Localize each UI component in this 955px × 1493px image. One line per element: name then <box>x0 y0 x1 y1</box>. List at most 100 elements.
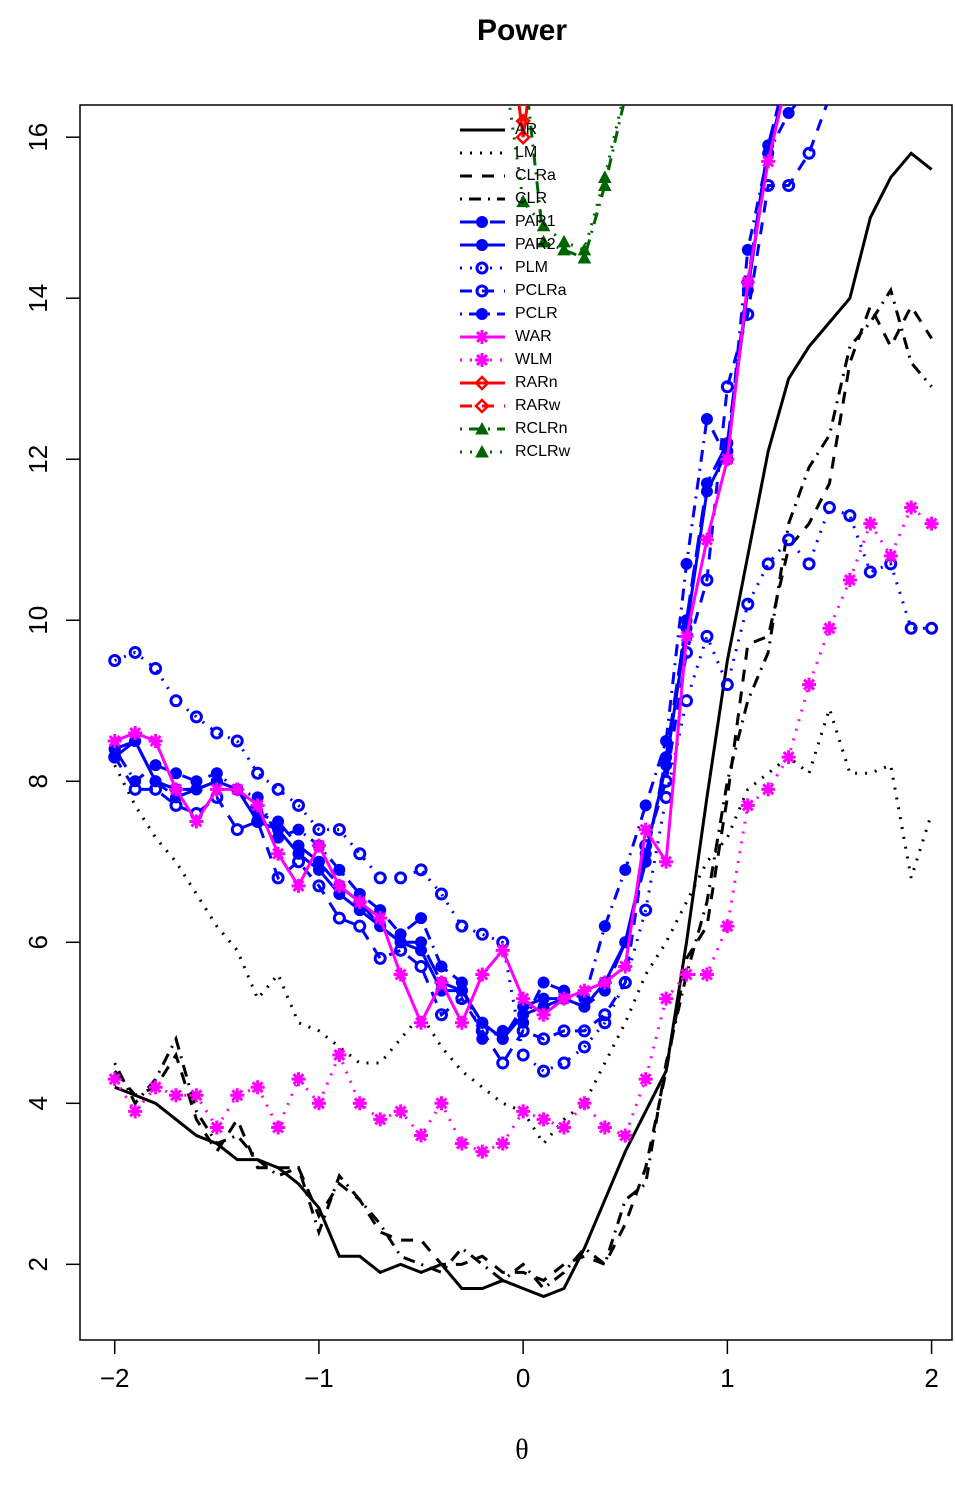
point <box>497 51 509 62</box>
legend-label: WAR <box>515 328 552 345</box>
point <box>660 735 673 748</box>
point <box>516 991 531 1006</box>
point <box>842 573 857 587</box>
point <box>189 710 203 724</box>
point <box>230 823 244 837</box>
y-tick-label: 4 <box>23 1096 53 1110</box>
point <box>822 501 836 515</box>
x-tick-label: 2 <box>924 1363 938 1393</box>
point <box>149 759 162 772</box>
point <box>659 774 673 788</box>
point <box>292 823 305 836</box>
point <box>517 1016 530 1029</box>
point <box>373 911 388 926</box>
legend-marker <box>476 239 488 251</box>
point <box>536 234 551 248</box>
plot-box <box>79 104 953 1341</box>
point <box>394 928 407 941</box>
point <box>292 855 306 869</box>
point <box>537 976 550 989</box>
point <box>311 1096 326 1111</box>
point <box>782 533 796 547</box>
point <box>373 871 387 885</box>
point <box>434 1096 449 1111</box>
point <box>271 846 286 861</box>
point <box>822 621 837 636</box>
point <box>883 548 898 563</box>
point <box>659 854 674 869</box>
point <box>129 775 142 788</box>
legend-label: PAR2 <box>515 236 556 253</box>
point <box>740 798 755 813</box>
x-tick-label: −2 <box>100 1363 130 1393</box>
point <box>700 629 714 643</box>
series-line <box>113 302 933 1283</box>
point <box>761 154 776 169</box>
point <box>782 179 796 193</box>
point <box>414 863 428 877</box>
point <box>435 960 448 973</box>
point <box>741 597 755 611</box>
legend-label: RCLRw <box>515 443 571 460</box>
x-axis-label: θ <box>515 1434 528 1465</box>
point <box>556 1120 571 1135</box>
point <box>557 242 571 256</box>
legend-marker <box>475 284 489 298</box>
point <box>598 1008 612 1022</box>
point <box>148 734 163 749</box>
legend-marker <box>476 216 488 228</box>
point <box>802 9 816 23</box>
point <box>128 1104 143 1119</box>
point <box>782 107 795 120</box>
y-tick-label: 10 <box>23 606 53 635</box>
point <box>904 621 918 635</box>
series-line <box>113 105 829 1066</box>
point <box>700 412 713 425</box>
point <box>312 863 325 876</box>
point <box>332 823 346 837</box>
point <box>639 799 652 812</box>
point <box>720 452 735 467</box>
point <box>393 1104 408 1119</box>
point <box>190 775 203 788</box>
point <box>577 242 592 256</box>
point <box>824 92 834 102</box>
point <box>271 782 285 796</box>
y-tick-label: 16 <box>23 123 53 152</box>
point <box>107 1072 122 1087</box>
point <box>517 51 529 62</box>
legend-label: CLRa <box>515 167 556 184</box>
point <box>843 509 857 523</box>
legend-label: PAR1 <box>515 213 556 230</box>
legend-label: PLM <box>515 259 548 276</box>
point <box>638 822 653 837</box>
point <box>352 895 367 910</box>
point <box>496 1024 509 1037</box>
point <box>107 734 122 749</box>
point <box>168 782 183 797</box>
point <box>476 1032 489 1045</box>
point <box>761 782 776 797</box>
point <box>720 380 734 394</box>
point <box>169 798 183 812</box>
point <box>619 83 631 94</box>
legend-label: CLR <box>515 190 547 207</box>
legend-label: AR <box>515 121 537 138</box>
x-tick-label: 1 <box>720 1363 734 1393</box>
point <box>495 943 510 958</box>
point <box>679 629 694 644</box>
point <box>394 943 408 957</box>
point <box>618 1128 633 1143</box>
point <box>824 52 834 62</box>
point <box>515 113 531 129</box>
point <box>495 1136 510 1151</box>
point <box>515 129 531 145</box>
point <box>536 218 551 232</box>
point <box>272 831 285 844</box>
series-line <box>113 505 933 1154</box>
point <box>863 565 877 579</box>
legend-marker <box>475 330 489 344</box>
point <box>619 863 632 876</box>
legend-marker <box>475 261 489 275</box>
